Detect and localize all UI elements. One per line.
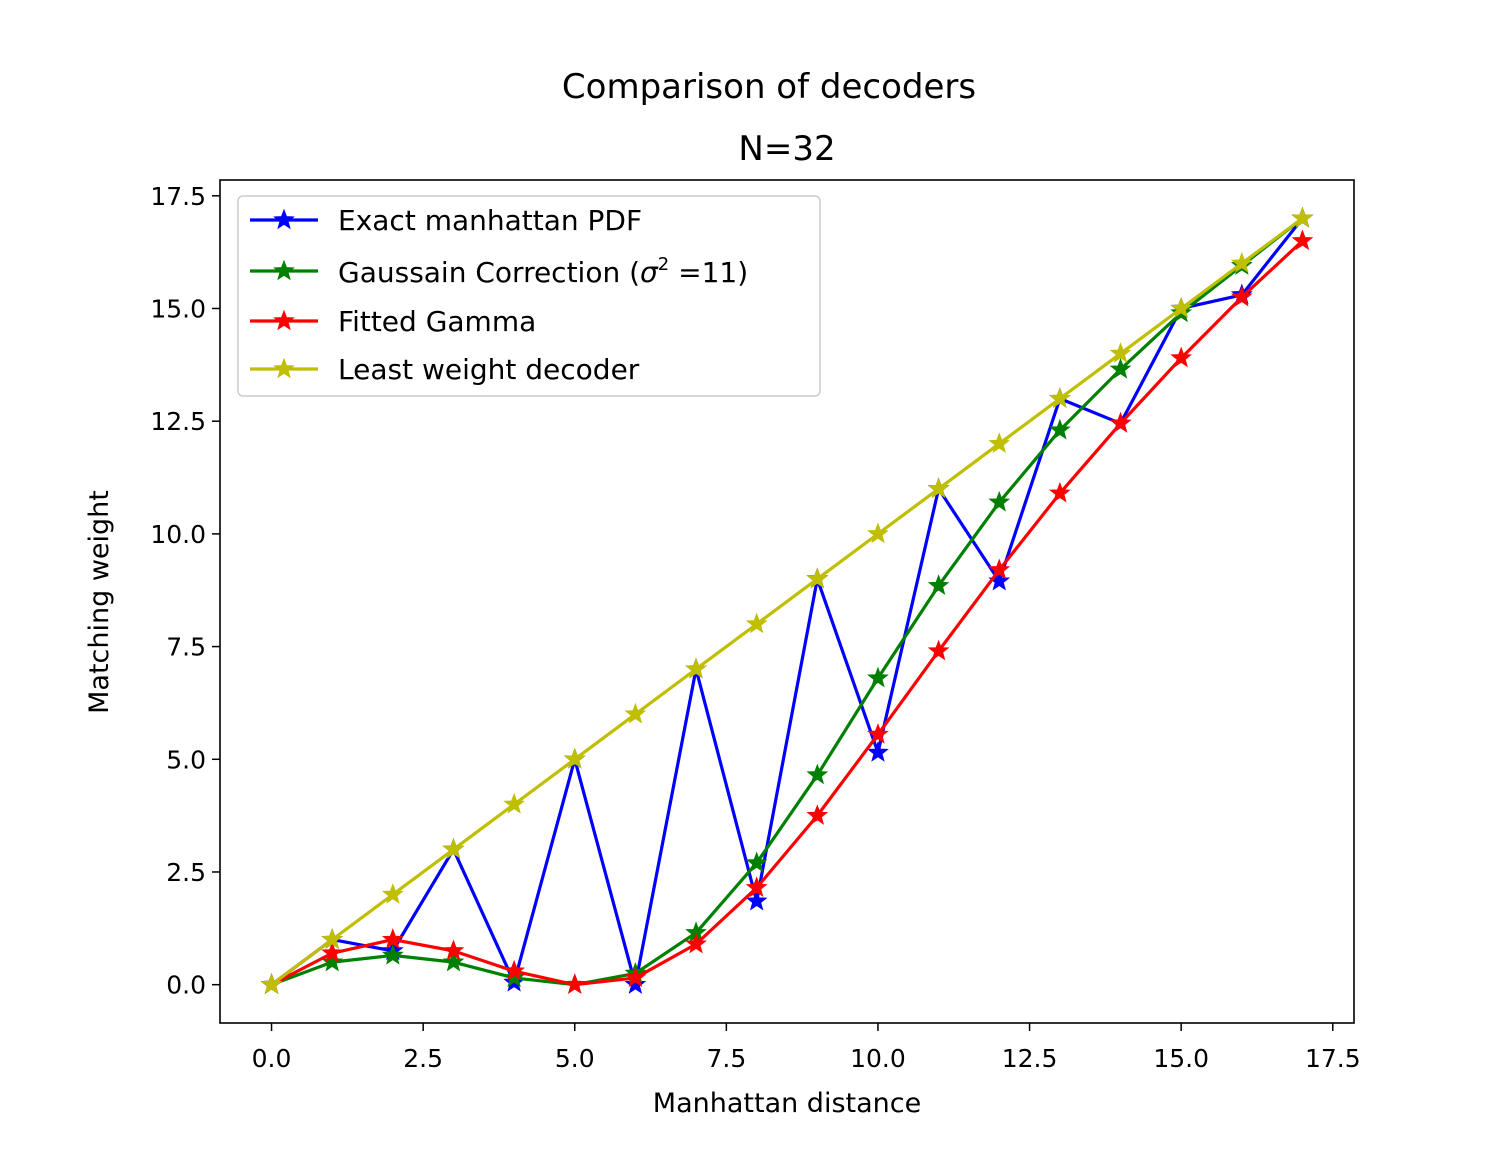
data-point-0: [624, 973, 647, 994]
data-point-2: [806, 804, 829, 825]
x-tick-label: 12.5: [1002, 1044, 1058, 1073]
data-point-2: [442, 939, 465, 961]
legend-marker-0: [273, 208, 295, 230]
legend-label-gaussian: Gaussain Correction (σ2 =11): [338, 254, 748, 289]
x-tick-label: 2.5: [403, 1044, 443, 1073]
legend-label-gamma: Fitted Gamma: [338, 305, 536, 338]
data-point-3: [988, 432, 1011, 453]
data-point-2: [1230, 285, 1253, 307]
y-tick-label: 2.5: [166, 858, 206, 887]
data-point-3: [685, 657, 707, 679]
data-point-2: [745, 876, 768, 898]
data-point-3: [260, 973, 283, 994]
data-point-3: [503, 792, 525, 814]
data-point-1: [988, 490, 1011, 512]
axes-frame: [219, 179, 1355, 1024]
legend-label-exact: Exact manhattan PDF: [338, 204, 642, 237]
data-point-1: [503, 966, 525, 988]
data-point-1: [1049, 418, 1071, 440]
y-axis-label: Matching weight: [84, 490, 115, 714]
data-point-3: [806, 567, 829, 589]
x-axis-label: Manhattan distance: [653, 1088, 921, 1119]
legend-box: [237, 195, 821, 397]
data-point-1: [806, 763, 829, 785]
data-point-2: [988, 558, 1011, 580]
data-point-1: [381, 943, 404, 965]
data-point-2: [927, 639, 950, 661]
y-tick-label: 5.0: [166, 745, 206, 774]
data-point-3: [1291, 206, 1314, 228]
y-axis-ticks: 0.0 2.5 5.0 7.5 10.0 12.5 15.0 17.5: [150, 182, 220, 1000]
x-tick-label: 0.0: [252, 1044, 292, 1073]
data-point-1: [442, 950, 465, 972]
y-tick-label: 0.0: [166, 971, 206, 1000]
x-tick-label: 7.5: [706, 1044, 746, 1073]
data-point-2: [1109, 412, 1132, 433]
data-point-0: [867, 741, 889, 762]
legend: Exact manhattan PDF Gaussain Correction …: [237, 195, 821, 397]
x-tick-label: 5.0: [555, 1044, 595, 1073]
data-point-2: [685, 932, 707, 954]
x-axis-ticks: 0.0 2.5 5.0 7.5 10.0 12.5 15.0 17.5: [252, 1023, 1361, 1073]
data-point-1: [927, 574, 950, 595]
plot-area: [260, 206, 1314, 994]
y-tick-label: 12.5: [150, 407, 206, 436]
data-point-2: [321, 941, 344, 963]
data-point-3: [745, 612, 768, 634]
data-point-3: [1170, 297, 1193, 318]
data-point-3: [321, 928, 344, 949]
data-point-2: [624, 966, 647, 988]
data-point-2: [1291, 229, 1314, 251]
data-point-3: [381, 883, 404, 904]
y-tick-label: 17.5: [150, 182, 206, 211]
series-line-0: [270, 217, 1304, 987]
series-line-1: [270, 217, 1304, 987]
data-point-2: [503, 959, 525, 981]
data-point-3: [1230, 251, 1253, 273]
chart-subtitle: N=32: [738, 129, 835, 169]
data-point-2: [1049, 481, 1071, 503]
data-point-3: [624, 702, 647, 724]
data-point-2: [563, 973, 586, 994]
x-tick-label: 15.0: [1153, 1044, 1209, 1073]
legend-marker-1: [273, 259, 295, 281]
y-tick-label: 10.0: [150, 520, 206, 549]
data-point-0: [745, 889, 768, 911]
legend-label-least-weight: Least weight decoder: [338, 353, 640, 386]
data-point-2: [867, 723, 889, 744]
series-line-3: [270, 217, 1304, 986]
y-tick-label: 7.5: [166, 633, 206, 662]
y-tick-label: 15.0: [150, 294, 206, 323]
x-tick-label: 17.5: [1305, 1044, 1361, 1073]
data-point-3: [1049, 387, 1071, 408]
data-point-3: [867, 522, 889, 544]
data-point-3: [442, 838, 465, 859]
data-point-3: [563, 747, 586, 769]
data-point-2: [1170, 346, 1193, 368]
legend-marker-3: [273, 357, 295, 379]
legend-marker-2: [273, 309, 295, 331]
data-point-1: [1109, 357, 1132, 379]
x-tick-label: 10.0: [850, 1044, 906, 1073]
data-point-1: [867, 666, 889, 688]
data-point-1: [321, 950, 344, 972]
chart-title: Comparison of decoders: [562, 67, 976, 107]
data-point-3: [1109, 342, 1132, 363]
data-point-1: [745, 851, 768, 873]
data-point-3: [927, 477, 950, 499]
data-point-2: [381, 928, 404, 949]
series-line-2: [270, 239, 1304, 987]
